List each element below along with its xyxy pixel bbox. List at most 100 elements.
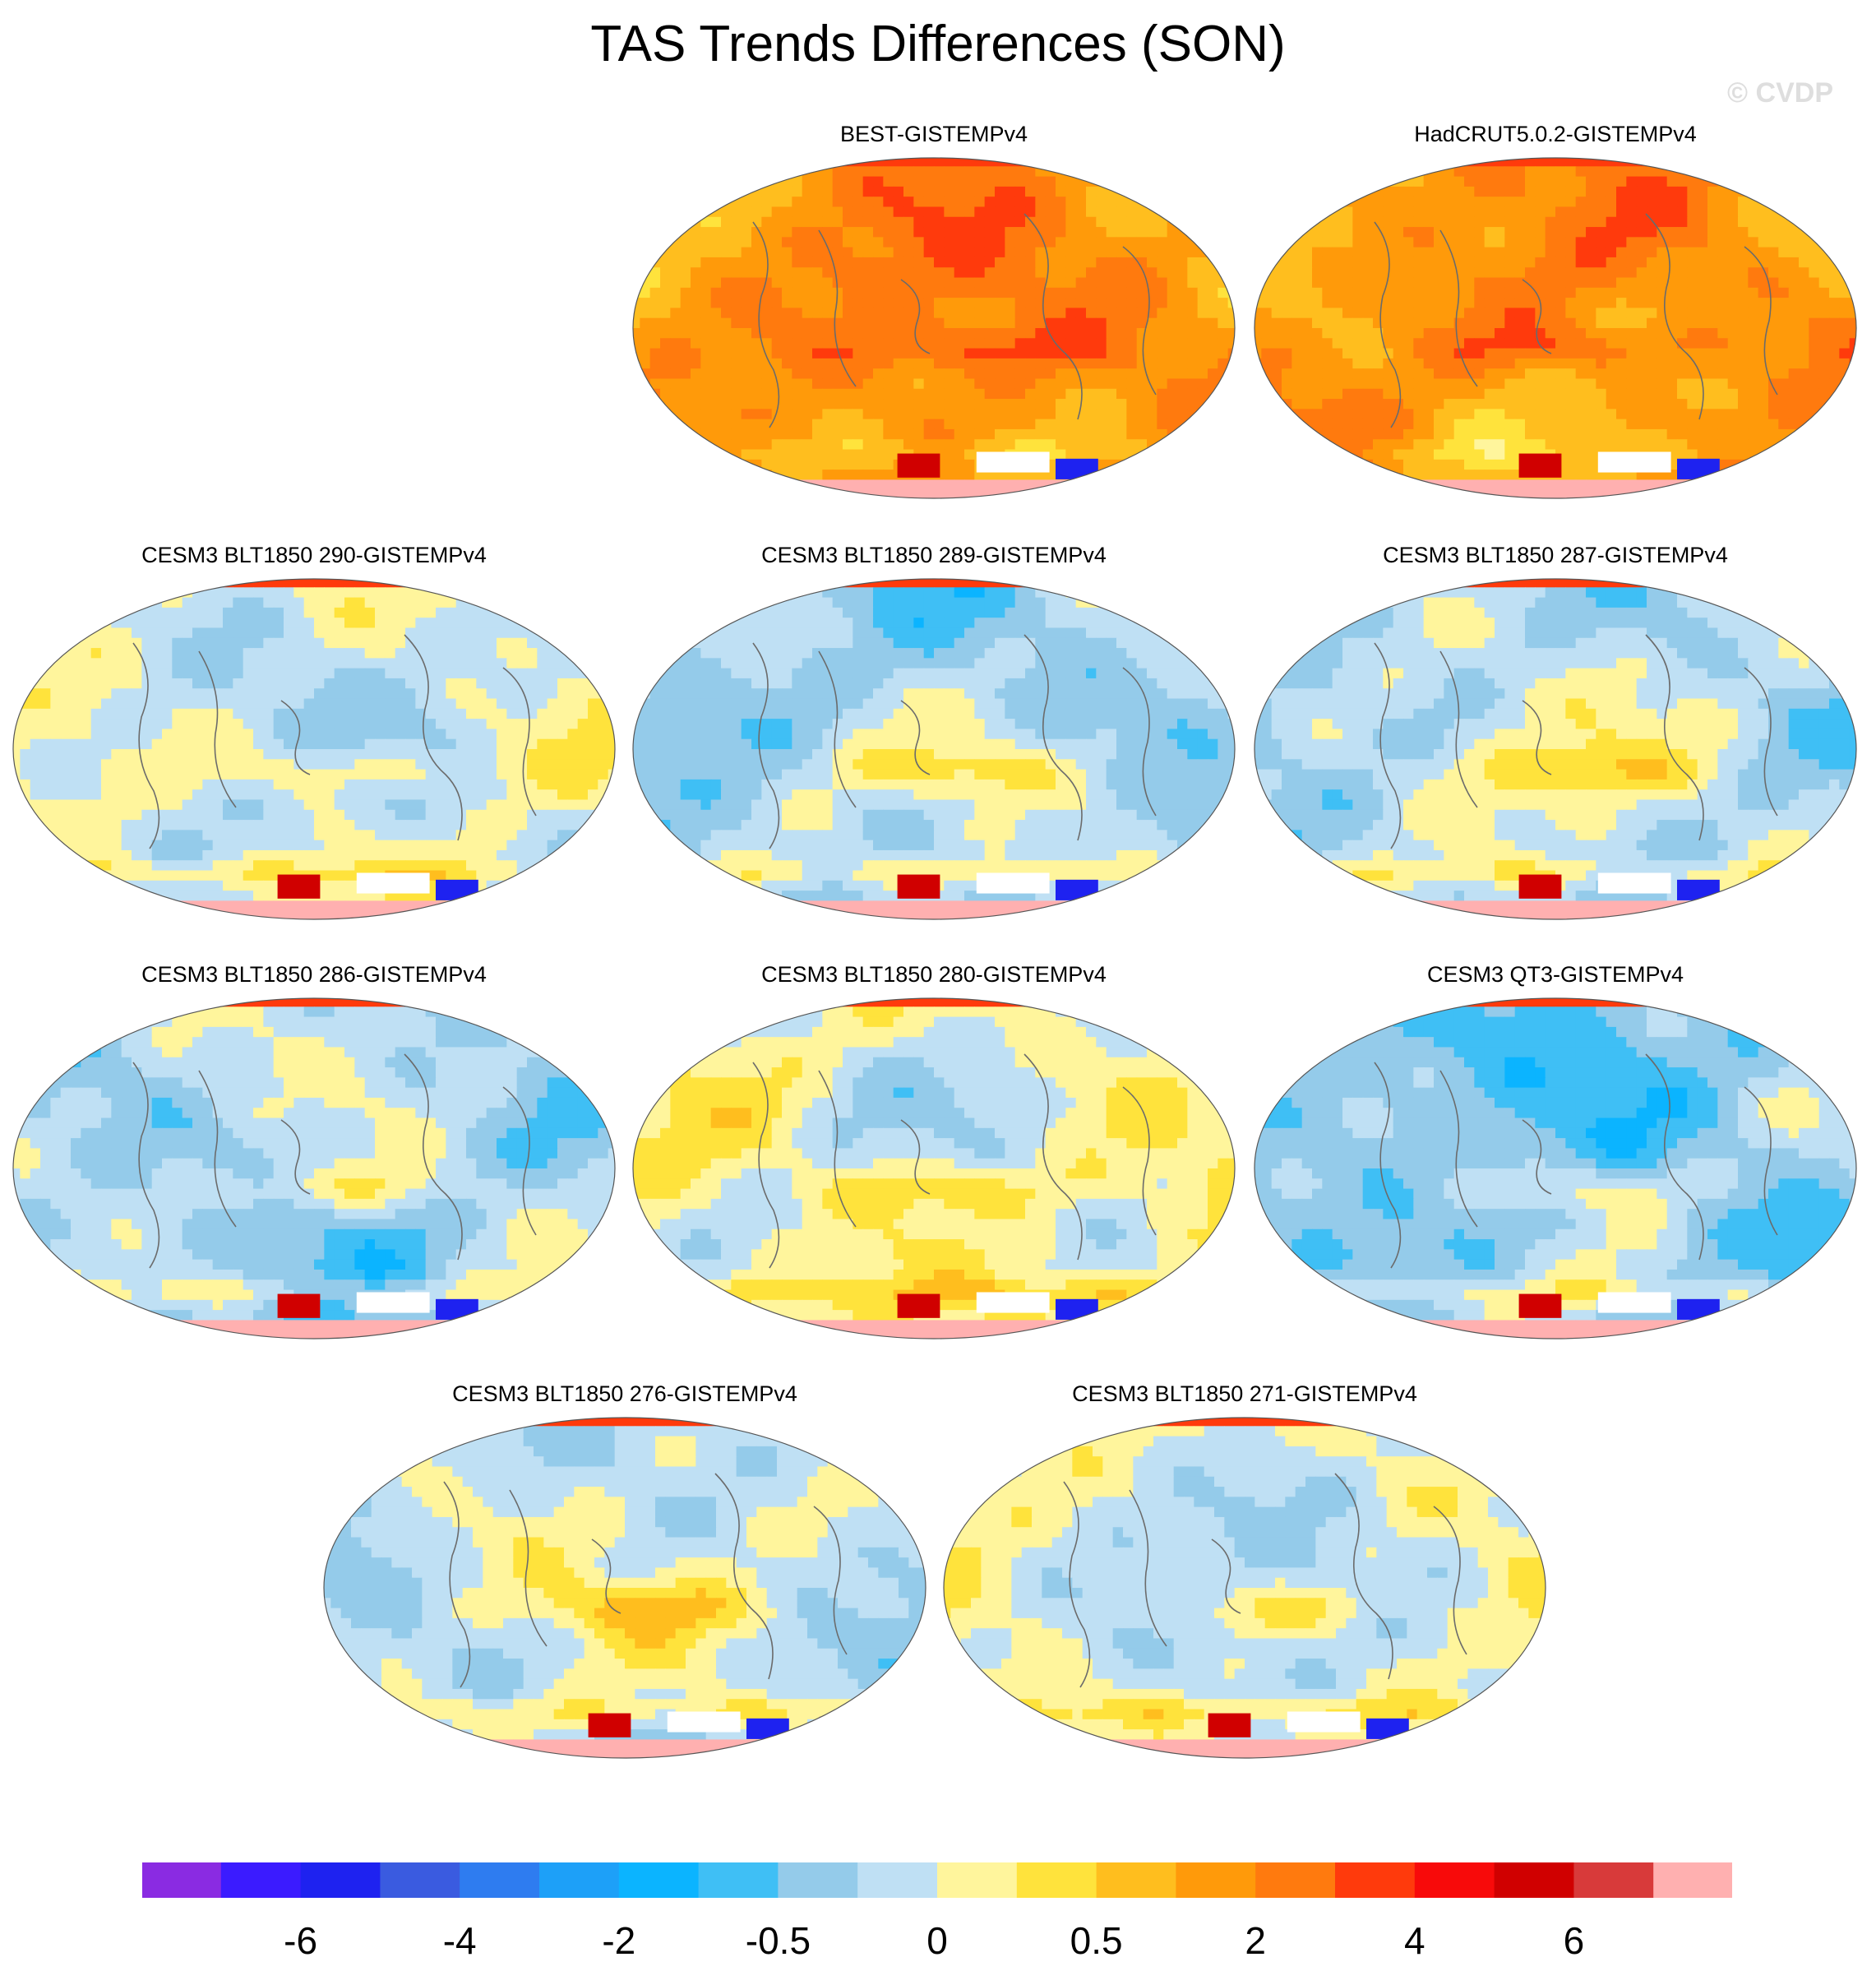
map-cell bbox=[101, 738, 112, 750]
map-cell bbox=[132, 658, 142, 669]
map-cell bbox=[670, 237, 682, 248]
map-cell bbox=[1575, 166, 1587, 178]
map-cell bbox=[212, 678, 224, 689]
map-cell bbox=[782, 237, 792, 248]
map-cell bbox=[1647, 277, 1657, 289]
map-cell bbox=[1495, 378, 1505, 390]
map-cell bbox=[1187, 287, 1199, 298]
map-cell bbox=[1423, 409, 1435, 420]
map-cell bbox=[1362, 237, 1374, 248]
map-cell bbox=[923, 166, 935, 178]
map-cell bbox=[527, 860, 538, 872]
map-cell bbox=[1352, 257, 1364, 268]
map-cell bbox=[1045, 257, 1056, 268]
map-cell bbox=[1312, 247, 1323, 258]
map-cell bbox=[273, 820, 284, 831]
map-cell bbox=[1626, 247, 1638, 258]
map-cell bbox=[425, 618, 437, 629]
map-cell bbox=[782, 328, 792, 339]
map-cell bbox=[71, 627, 81, 639]
map-cell bbox=[1818, 358, 1830, 369]
map-cell bbox=[1586, 328, 1596, 339]
map-cell bbox=[1626, 419, 1638, 430]
map-cell bbox=[1727, 388, 1739, 400]
map-cell bbox=[141, 749, 153, 760]
map-cell bbox=[1025, 328, 1036, 339]
map-cell bbox=[151, 849, 163, 861]
map-cell bbox=[50, 799, 62, 811]
map-cell bbox=[1035, 158, 1047, 167]
map-cell bbox=[497, 719, 507, 730]
map-cell bbox=[162, 789, 173, 801]
map-cell bbox=[253, 658, 264, 669]
map-cell bbox=[1106, 409, 1117, 420]
map-cell bbox=[1596, 166, 1607, 178]
map-cell bbox=[557, 849, 568, 861]
map-cell bbox=[944, 247, 955, 258]
map-cell bbox=[1453, 197, 1465, 208]
map-cell bbox=[334, 799, 345, 811]
map-cell bbox=[1464, 399, 1475, 409]
map-cell bbox=[710, 216, 722, 228]
map-cell bbox=[1362, 419, 1374, 430]
map-cell bbox=[151, 618, 163, 629]
map-cell bbox=[741, 328, 752, 339]
map-cell bbox=[1514, 317, 1526, 329]
map-cell bbox=[506, 809, 518, 821]
map-cell bbox=[893, 257, 904, 268]
map-cell bbox=[984, 479, 996, 491]
map-cell bbox=[1005, 298, 1016, 309]
map-cell bbox=[1342, 247, 1353, 258]
map-cell bbox=[1453, 378, 1465, 390]
map-cell bbox=[121, 719, 132, 730]
map-cell bbox=[1434, 308, 1444, 319]
map-cell bbox=[314, 779, 325, 790]
map-cell bbox=[476, 809, 487, 821]
map-cell bbox=[822, 368, 834, 380]
map-cell bbox=[60, 678, 72, 689]
map-cell bbox=[212, 637, 224, 649]
map-cell bbox=[1271, 247, 1282, 258]
map-cell bbox=[1697, 257, 1708, 268]
map-cell bbox=[1575, 449, 1587, 460]
map-cell bbox=[1778, 338, 1790, 349]
map-cell bbox=[873, 388, 884, 400]
map-cell bbox=[1839, 358, 1851, 369]
map-cell bbox=[90, 789, 102, 801]
map-cell bbox=[1636, 166, 1647, 178]
map-cell bbox=[284, 849, 294, 861]
map-cell bbox=[1666, 358, 1678, 369]
map-cell bbox=[1504, 399, 1516, 409]
map-cell bbox=[710, 298, 722, 309]
map-cell bbox=[172, 820, 183, 831]
map-cell bbox=[497, 860, 507, 872]
map-cell bbox=[1586, 166, 1596, 178]
map-cell bbox=[741, 428, 752, 440]
map-cell bbox=[1647, 247, 1657, 258]
map-cell bbox=[1434, 368, 1444, 380]
map-cell bbox=[50, 809, 62, 821]
map-cell bbox=[212, 668, 224, 679]
map-cell bbox=[547, 769, 558, 780]
map-cell bbox=[792, 317, 803, 329]
map-cell bbox=[1035, 186, 1047, 197]
map-cell bbox=[364, 698, 376, 710]
map-cell bbox=[395, 627, 406, 639]
map-cell bbox=[1484, 227, 1495, 238]
map-cell bbox=[1403, 197, 1414, 208]
map-cell bbox=[1056, 267, 1066, 279]
map-cell bbox=[792, 348, 803, 359]
map-cell bbox=[60, 738, 72, 750]
map-cell bbox=[1565, 166, 1577, 178]
map-cell bbox=[1586, 409, 1596, 420]
map-cell bbox=[1809, 358, 1820, 369]
map-cell bbox=[425, 708, 437, 719]
map-cell bbox=[731, 298, 742, 309]
map-cell bbox=[50, 688, 62, 700]
map-cell bbox=[1218, 368, 1229, 380]
map-cell bbox=[1677, 308, 1688, 319]
map-cell bbox=[497, 658, 507, 669]
map-cell bbox=[202, 738, 214, 750]
map-cell bbox=[1606, 166, 1617, 178]
map-cell bbox=[873, 439, 884, 451]
